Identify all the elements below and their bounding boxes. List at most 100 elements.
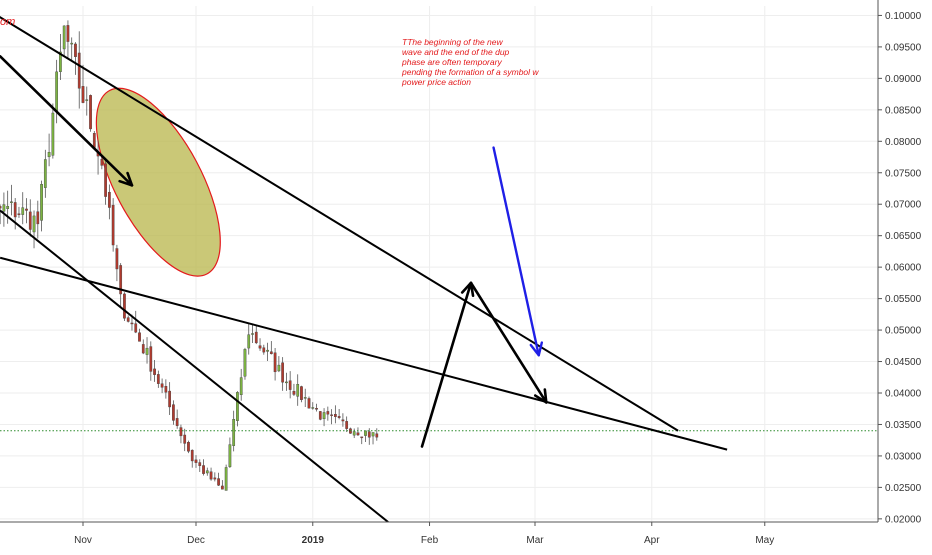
candle-body-down — [107, 191, 111, 208]
candle-body-down — [81, 86, 85, 103]
candle — [303, 388, 307, 408]
price-tick-label: 0.03500 — [885, 420, 922, 431]
candle-body-up — [251, 333, 254, 335]
candle-body-up — [2, 204, 6, 212]
date-tick-label: Nov — [74, 535, 92, 546]
candle-body-down — [104, 163, 107, 197]
candle — [269, 341, 273, 355]
candle — [141, 339, 145, 355]
candle-body-down — [89, 95, 92, 130]
candle-body-down — [111, 204, 115, 246]
candle — [292, 383, 296, 397]
black-arrow-head — [533, 388, 548, 404]
candle — [356, 427, 360, 437]
candle-body-up — [40, 184, 43, 221]
date-tick-label: Apr — [644, 535, 660, 546]
candle-body-up — [6, 205, 10, 209]
candle — [315, 403, 318, 412]
candle-body-down — [141, 344, 145, 354]
candle — [115, 244, 119, 282]
candle-body-down — [92, 133, 96, 148]
candle — [213, 472, 217, 482]
candle — [341, 413, 345, 427]
price-tick-label: 0.04500 — [885, 357, 922, 368]
date-tick-label: Feb — [421, 535, 439, 546]
candle — [330, 409, 333, 425]
candle — [209, 467, 213, 481]
price-tick-label: 0.08500 — [885, 105, 922, 116]
candle — [251, 323, 254, 343]
price-tick-label: 0.05000 — [885, 326, 922, 337]
highlight-ellipse — [95, 87, 221, 277]
candle-body-down — [0, 206, 2, 209]
candle-body-up — [303, 397, 307, 399]
candle-body-down — [134, 323, 138, 333]
blue-arrow — [492, 146, 544, 357]
price-tick-label: 0.08000 — [885, 137, 922, 148]
candle-body-down — [160, 383, 164, 388]
candle-body-down — [187, 442, 190, 452]
candle — [81, 64, 85, 104]
candle-body-down — [315, 408, 318, 410]
candle-body-down — [172, 404, 175, 421]
candle — [2, 192, 6, 227]
candle-body-down — [330, 414, 333, 416]
candle-body-down — [168, 390, 172, 408]
candle-body-down — [281, 362, 285, 383]
candle — [0, 204, 2, 225]
candle-body-down — [149, 346, 153, 372]
candle — [205, 467, 209, 476]
candle — [258, 338, 262, 351]
candle-body-down — [164, 385, 168, 393]
trendline — [0, 15, 679, 432]
candle-body-down — [326, 411, 330, 415]
candle — [285, 372, 288, 391]
candle — [322, 408, 326, 427]
candle — [190, 449, 194, 468]
candle-body-up — [32, 215, 36, 233]
candle — [300, 385, 303, 403]
candle — [153, 360, 156, 382]
candle — [172, 400, 175, 425]
candle-body-up — [311, 407, 315, 409]
candle — [360, 436, 364, 445]
candle-body-up — [62, 25, 66, 50]
candle-body-up — [21, 207, 25, 215]
candle-body-up — [55, 71, 59, 112]
price-tick-label: 0.06500 — [885, 231, 922, 242]
candle-body-down — [190, 449, 194, 462]
candle — [364, 430, 367, 443]
candle — [239, 368, 243, 401]
candle-body-down — [25, 208, 28, 211]
annotation-line: TThe beginning of the new — [402, 37, 504, 47]
candle — [70, 37, 74, 60]
candle-body-up — [247, 334, 251, 349]
candle-body-up — [285, 381, 288, 384]
candle-body-up — [239, 377, 243, 396]
logo-fragment: om — [0, 16, 15, 28]
price-tick-label: 0.03000 — [885, 451, 922, 462]
candle — [28, 199, 32, 237]
candle-body-down — [356, 432, 360, 436]
candle — [21, 192, 25, 225]
black-arrow — [0, 55, 134, 187]
candle-body-down — [269, 351, 273, 355]
candle-body-up — [10, 201, 13, 203]
candle-body-up — [205, 470, 209, 474]
candle-body-down — [254, 331, 258, 344]
annotation-line: power price action — [401, 77, 471, 87]
candle-body-down — [341, 419, 345, 422]
candle-body-up — [85, 99, 89, 101]
candle-body-down — [115, 248, 119, 270]
candle — [266, 342, 269, 361]
candle — [326, 406, 330, 421]
price-tick-label: 0.04000 — [885, 389, 922, 400]
candle-body-up — [59, 51, 62, 72]
candle-body-down — [258, 345, 262, 349]
candle-body-down — [367, 431, 371, 438]
trendline — [0, 209, 389, 523]
candle-body-down — [17, 213, 21, 215]
